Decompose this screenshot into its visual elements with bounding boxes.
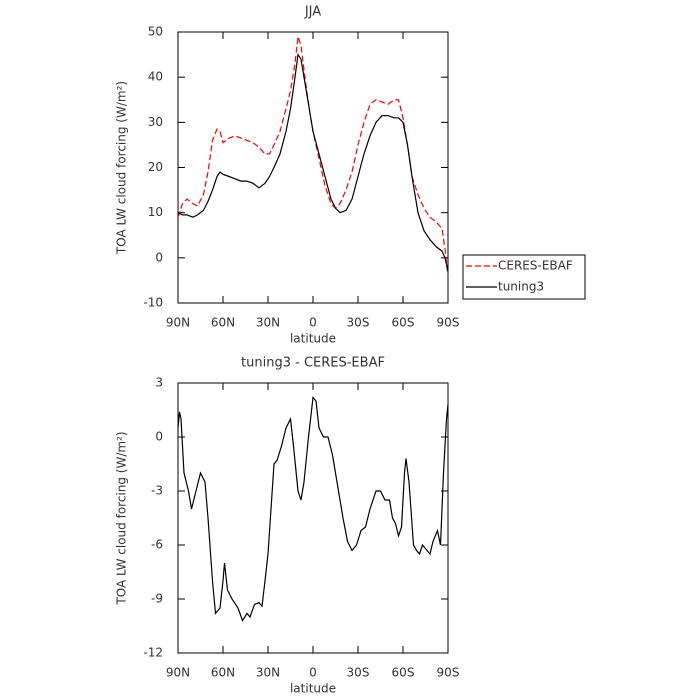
x-tick-label: 60N — [211, 666, 235, 680]
y-tick-label: -12 — [143, 646, 163, 660]
x-tick-label: 30S — [347, 666, 370, 680]
x-axis-label: latitude — [290, 332, 336, 346]
y-tick-label: -6 — [151, 538, 163, 552]
data-line — [177, 36, 449, 276]
x-tick-label: 30N — [256, 666, 280, 680]
y-tick-label: -9 — [151, 592, 163, 606]
data-line — [177, 395, 449, 622]
data-line — [177, 52, 449, 272]
x-tick-label: 60N — [211, 316, 235, 330]
y-axis-label: TOA LW cloud forcing (W/m²) — [115, 81, 129, 255]
x-tick-label: 90N — [166, 316, 190, 330]
legend-box — [462, 254, 586, 300]
y-tick-label: 20 — [148, 160, 163, 174]
x-tick-label: 0 — [309, 316, 317, 330]
x-tick-label: 30N — [256, 316, 280, 330]
y-tick-label: -3 — [151, 484, 163, 498]
y-tick-label: 10 — [148, 205, 163, 219]
y-axis-label: TOA LW cloud forcing (W/m²) — [115, 431, 129, 605]
plot-frame — [177, 382, 449, 654]
y-tick-label: 40 — [148, 70, 163, 84]
x-tick-label: 60S — [392, 316, 415, 330]
y-tick-label: 0 — [155, 250, 163, 264]
y-tick-label: 30 — [148, 115, 163, 129]
chart-title: tuning3 - CERES-EBAF — [241, 356, 385, 371]
y-tick-label: 0 — [155, 430, 163, 444]
legend-label: tuning3 — [498, 280, 544, 294]
y-tick-label: -10 — [143, 296, 163, 310]
legend-label: CERES-EBAF — [498, 259, 573, 273]
x-tick-label: 60S — [392, 666, 415, 680]
y-tick-label: 3 — [155, 376, 163, 390]
plot-frame — [177, 31, 449, 304]
y-tick-label: 50 — [148, 25, 163, 39]
x-axis-label: latitude — [290, 682, 336, 696]
chart-title: JJA — [304, 5, 321, 20]
x-tick-label: 90S — [437, 666, 460, 680]
x-tick-label: 90S — [437, 316, 460, 330]
x-tick-label: 30S — [347, 316, 370, 330]
x-tick-label: 0 — [309, 666, 317, 680]
x-tick-label: 90N — [166, 666, 190, 680]
